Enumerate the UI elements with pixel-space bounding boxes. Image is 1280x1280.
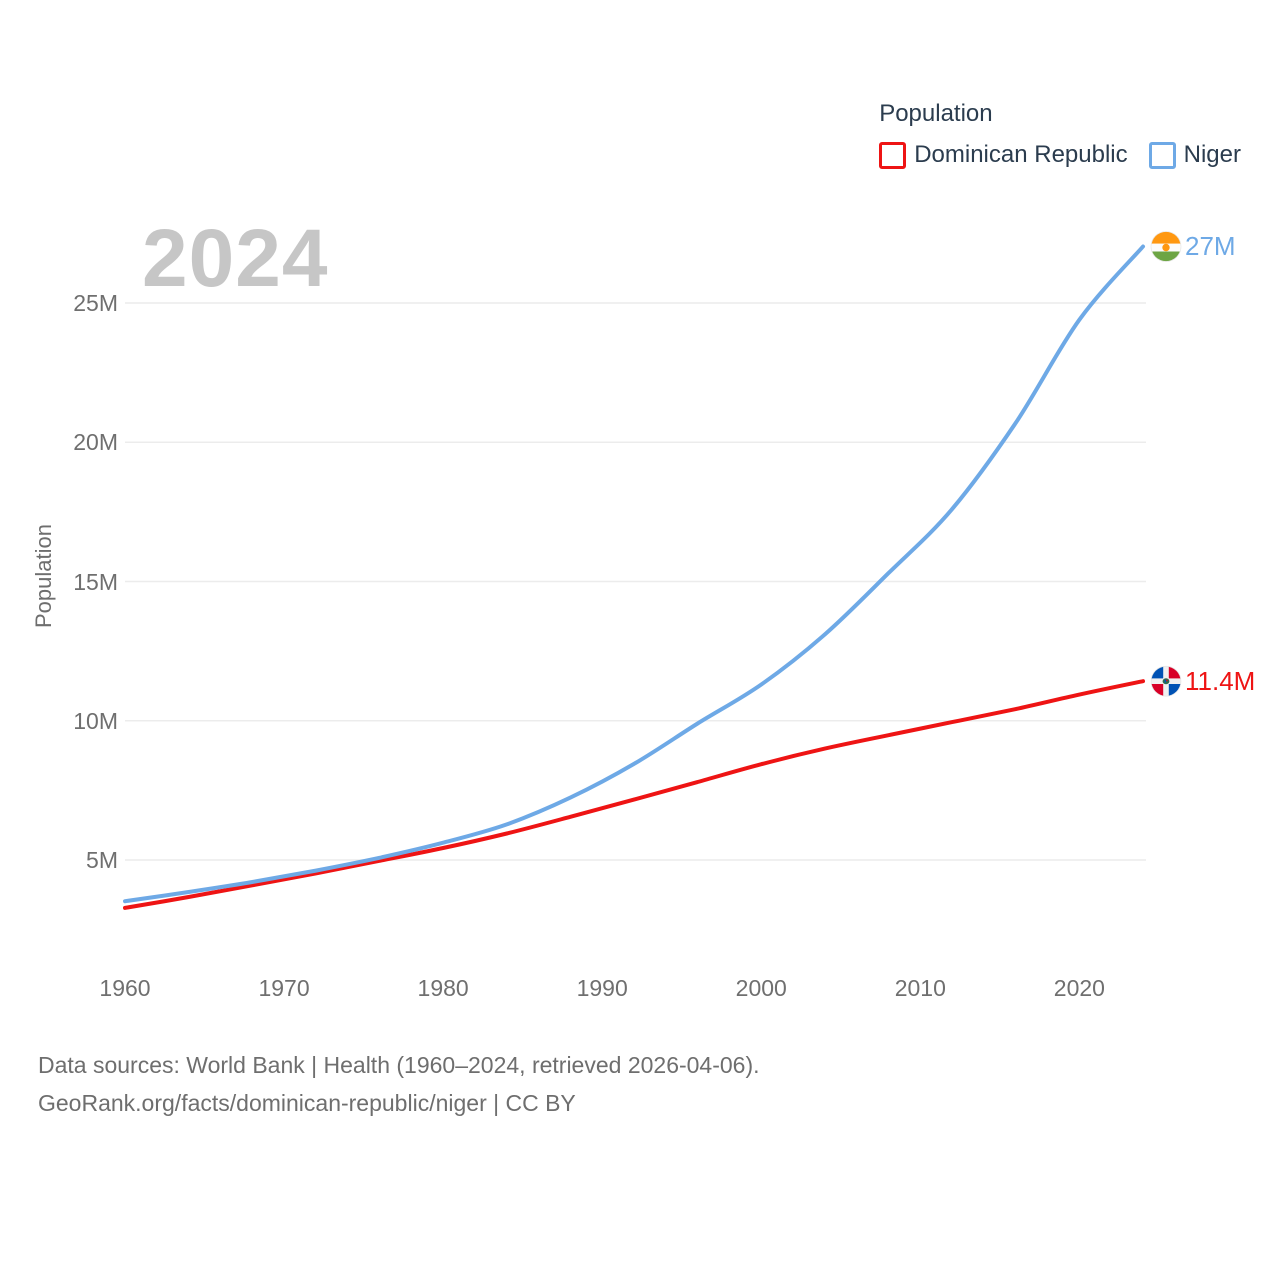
legend-title: Population [879,100,993,127]
y-tick-label: 25M [73,290,118,316]
x-tick-label: 1960 [99,975,151,1001]
legend: Population Dominican Republic Niger [879,100,1241,169]
x-tick-label: 1970 [258,975,310,1001]
x-tick-label: 2020 [1053,975,1105,1001]
year-watermark: 2024 [142,213,329,304]
niger-flag-icon [1150,231,1182,262]
niger-value-label: 27M [1185,231,1236,262]
dominican-republic-value-label: 11.4M [1185,666,1256,697]
dominican-republic-swatch-icon [879,141,907,169]
data-sources-line: Data sources: World Bank | Health (1960–… [38,1052,760,1078]
georank-url-line: GeoRank.org/facts/dominican-republic/nig… [38,1090,576,1116]
y-tick-label: 15M [73,568,118,595]
legend-label: Niger [1183,141,1241,168]
series-line-dominican-republic [123,679,1145,910]
x-tick-label: 2000 [735,975,787,1001]
y-tick-label: 5M [86,847,118,873]
legend-entry-dominican-republic[interactable]: Dominican Republic [879,141,1128,169]
series-line-niger [123,244,1145,904]
legend-label: Dominican Republic [914,141,1128,168]
gridlines [125,302,1146,861]
x-tick-label: 1990 [576,975,628,1001]
x-tick-label: 1980 [417,975,469,1001]
dominican-republic-flag-icon [1150,665,1182,697]
x-tick-label: 2010 [894,975,946,1001]
legend-items: Dominican Republic Niger [879,141,1241,169]
y-tick-label: 20M [73,429,118,456]
niger-swatch-icon [1148,141,1176,169]
series-lines [123,244,1145,910]
y-tick-label: 10M [73,707,118,734]
legend-entry-niger[interactable]: Niger [1148,141,1241,169]
attribution: Data sources: World Bank | Health (1960–… [38,1046,760,1122]
